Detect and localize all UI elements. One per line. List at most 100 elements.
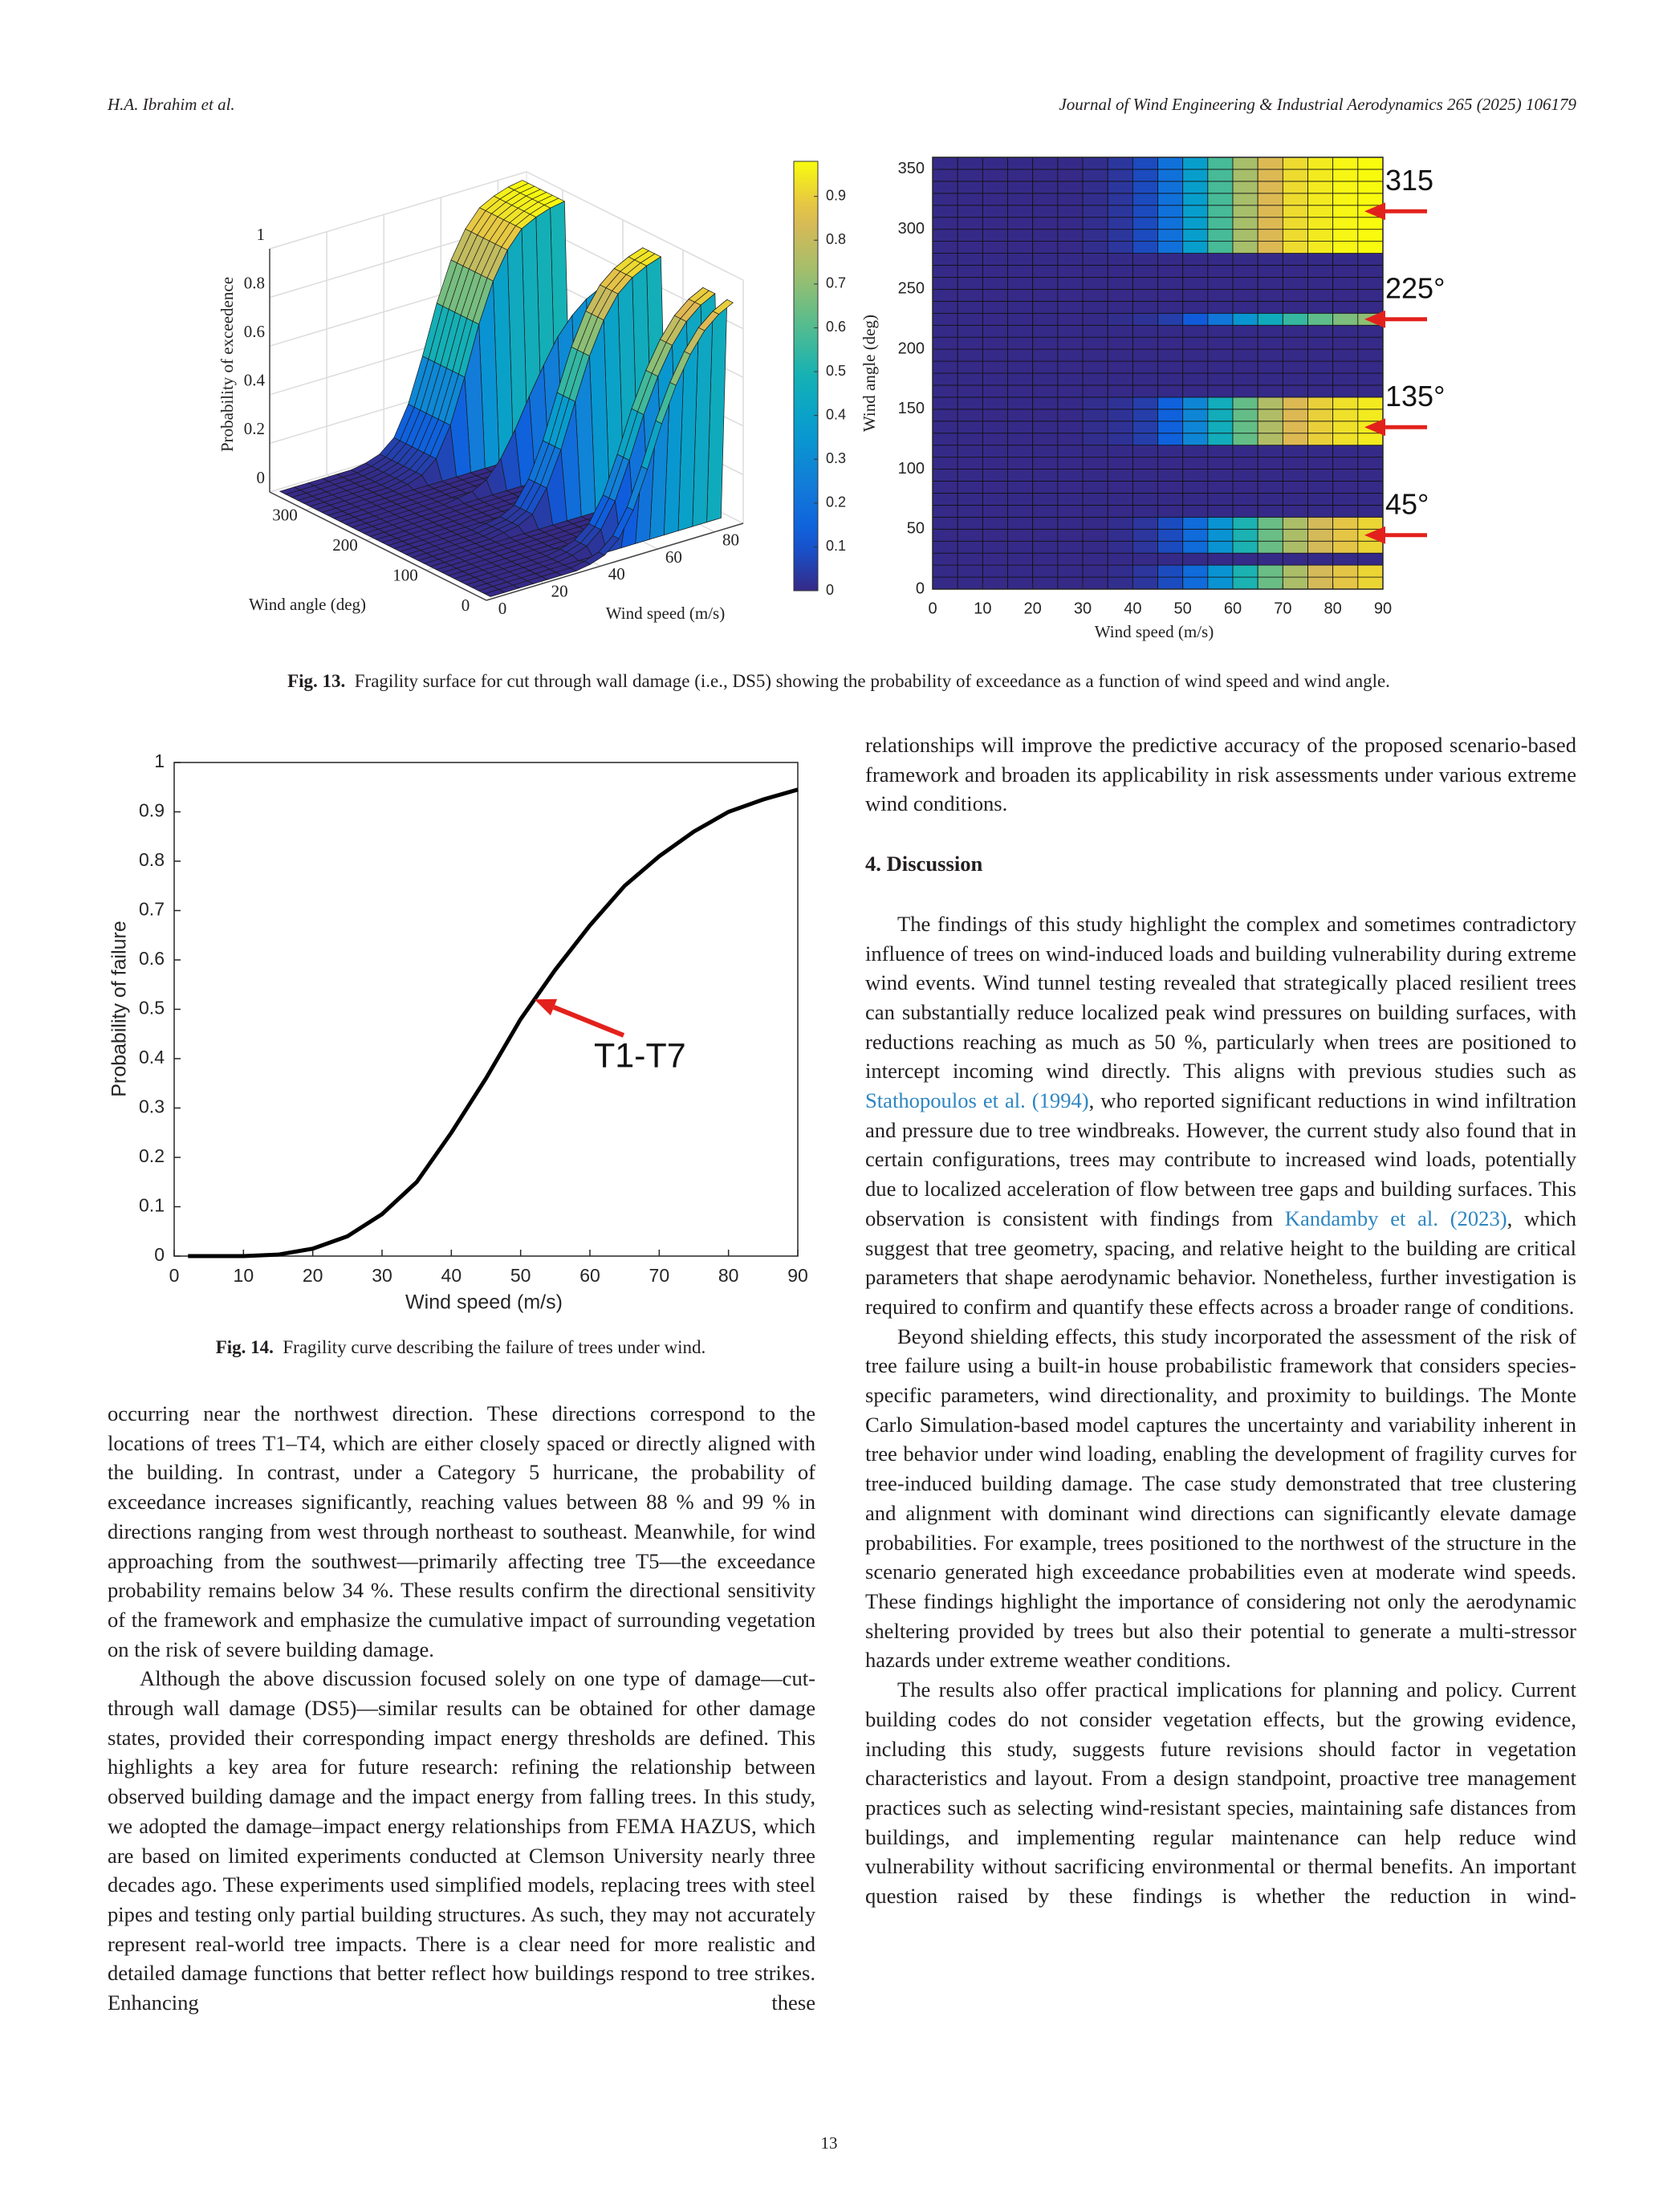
heatmap-cell bbox=[1357, 576, 1384, 590]
y-tick-label: 200 bbox=[332, 535, 358, 555]
arrow-head bbox=[1364, 418, 1385, 437]
heatmap-cell bbox=[1307, 229, 1334, 242]
x-tick-label: 40 bbox=[608, 564, 625, 583]
plot-frame bbox=[932, 157, 1384, 590]
heatmap-cell bbox=[1007, 169, 1034, 182]
arrow-head bbox=[534, 998, 558, 1016]
heatmap-cell bbox=[1307, 205, 1334, 218]
heatmap-cell bbox=[1282, 469, 1308, 482]
heatmap-cell bbox=[1282, 241, 1308, 254]
heatmap-cell bbox=[1332, 516, 1359, 530]
heatmap-cell bbox=[1307, 396, 1334, 410]
heatmap-cell bbox=[1357, 288, 1384, 302]
surface-facet bbox=[483, 588, 506, 597]
z-tick-label: 0.6 bbox=[244, 322, 265, 341]
figure-caption: Fig. 14. Fragility curve describing the … bbox=[216, 1337, 706, 1358]
heatmap-cell bbox=[1182, 445, 1209, 458]
paragraph: Beyond shielding effects, this study inc… bbox=[865, 1322, 1576, 1675]
y-axis-label: Wind angle (deg) bbox=[249, 595, 366, 614]
heatmap-cell bbox=[1257, 169, 1283, 182]
heatmap-cell bbox=[1257, 205, 1283, 218]
heatmap-cell bbox=[1282, 300, 1308, 314]
heatmap-cell bbox=[1082, 288, 1108, 302]
heatmap-cell bbox=[1257, 516, 1283, 530]
heatmap-cell bbox=[1007, 493, 1034, 506]
citation-link[interactable]: Kandamby et al. (2023) bbox=[1284, 1206, 1507, 1230]
heatmap-cell bbox=[1257, 469, 1283, 482]
heatmap-cell bbox=[957, 277, 983, 290]
caption-text: Fragility surface for cut through wall d… bbox=[354, 671, 1390, 691]
heatmap-cell bbox=[1132, 493, 1158, 506]
heatmap-cell bbox=[1282, 552, 1308, 566]
heatmap-cell bbox=[1257, 348, 1283, 362]
heatmap-cell bbox=[1332, 433, 1359, 446]
heatmap-cell bbox=[932, 300, 958, 314]
heatmap-cell bbox=[1282, 181, 1308, 194]
y-tick-label: 100 bbox=[898, 460, 925, 478]
heatmap-cell bbox=[1032, 493, 1059, 506]
heatmap-cell bbox=[1307, 265, 1334, 278]
heatmap-cell bbox=[932, 277, 958, 290]
heatmap-cell bbox=[1257, 552, 1283, 566]
heatmap-cell bbox=[1107, 348, 1133, 362]
heatmap-cell bbox=[982, 469, 1008, 482]
y-tick-label: 0.1 bbox=[139, 1195, 165, 1216]
heatmap-cell bbox=[957, 205, 983, 218]
heatmap-cell bbox=[1207, 277, 1234, 290]
heatmap-cell bbox=[1132, 396, 1158, 410]
heatmap-cell bbox=[1107, 552, 1133, 566]
heatmap-cell bbox=[1007, 324, 1034, 338]
heatmap-cell bbox=[1057, 229, 1084, 242]
heatmap-cell bbox=[1032, 205, 1059, 218]
x-axis-label: Wind speed (m/s) bbox=[405, 1291, 563, 1314]
heatmap-cell bbox=[1357, 217, 1384, 230]
colorbar-tick-label: 0.3 bbox=[826, 450, 846, 466]
y-axis-label: Probability of failure bbox=[108, 921, 131, 1097]
heatmap-cell bbox=[1182, 277, 1209, 290]
y-tick-label: 0 bbox=[154, 1244, 165, 1265]
heatmap-cell bbox=[932, 253, 958, 266]
heatmap-cell bbox=[1182, 253, 1209, 266]
heatmap-cell bbox=[932, 540, 958, 554]
heatmap-cell bbox=[1232, 540, 1258, 554]
heatmap-cell bbox=[1282, 540, 1308, 554]
heatmap-cell bbox=[1007, 481, 1034, 494]
heatmap-cell bbox=[1057, 300, 1084, 314]
heatmap-cell bbox=[1007, 229, 1034, 242]
heatmap-cell bbox=[1232, 433, 1258, 446]
heatmap-cell bbox=[957, 396, 983, 410]
heatmap-cell bbox=[1307, 409, 1334, 422]
heatmap-cell bbox=[982, 181, 1008, 194]
heatmap-cell bbox=[957, 193, 983, 206]
heatmap-cell bbox=[982, 157, 1008, 170]
colorbar-tick-label: 0.7 bbox=[826, 275, 846, 291]
heatmap-cell bbox=[1182, 433, 1209, 446]
heatmap-cell bbox=[1307, 493, 1334, 506]
heatmap-cell bbox=[1332, 372, 1359, 386]
heatmap-cell bbox=[1332, 205, 1359, 218]
heatmap-cell bbox=[1107, 457, 1133, 470]
x-tick-label: 70 bbox=[649, 1265, 670, 1286]
heatmap-cell bbox=[1057, 312, 1084, 326]
citation-link[interactable]: Stathopoulos et al. (1994) bbox=[865, 1088, 1089, 1113]
heatmap-cell bbox=[1057, 409, 1084, 422]
heatmap-cell bbox=[1282, 360, 1308, 374]
heatmap-cell bbox=[1207, 433, 1234, 446]
heatmap-cell bbox=[1282, 504, 1308, 518]
heatmap-cell bbox=[1132, 229, 1158, 242]
heatmap-cell bbox=[1232, 324, 1258, 338]
heatmap-cell bbox=[1282, 265, 1308, 278]
heatmap-cell bbox=[982, 217, 1008, 230]
heatmap-cell bbox=[1132, 193, 1158, 206]
heatmap-cell bbox=[957, 457, 983, 470]
heatmap-cell bbox=[1057, 481, 1084, 494]
heatmap-cell bbox=[982, 504, 1008, 518]
heatmap-cell bbox=[1207, 300, 1234, 314]
heatmap-cell bbox=[1082, 217, 1108, 230]
heatmap-cell bbox=[1357, 552, 1384, 566]
heatmap-cell bbox=[1132, 288, 1158, 302]
heatmap-cell bbox=[1207, 241, 1234, 254]
heatmap-cell bbox=[1007, 348, 1034, 362]
heatmap-cell bbox=[1057, 372, 1084, 386]
heatmap-cell bbox=[932, 241, 958, 254]
